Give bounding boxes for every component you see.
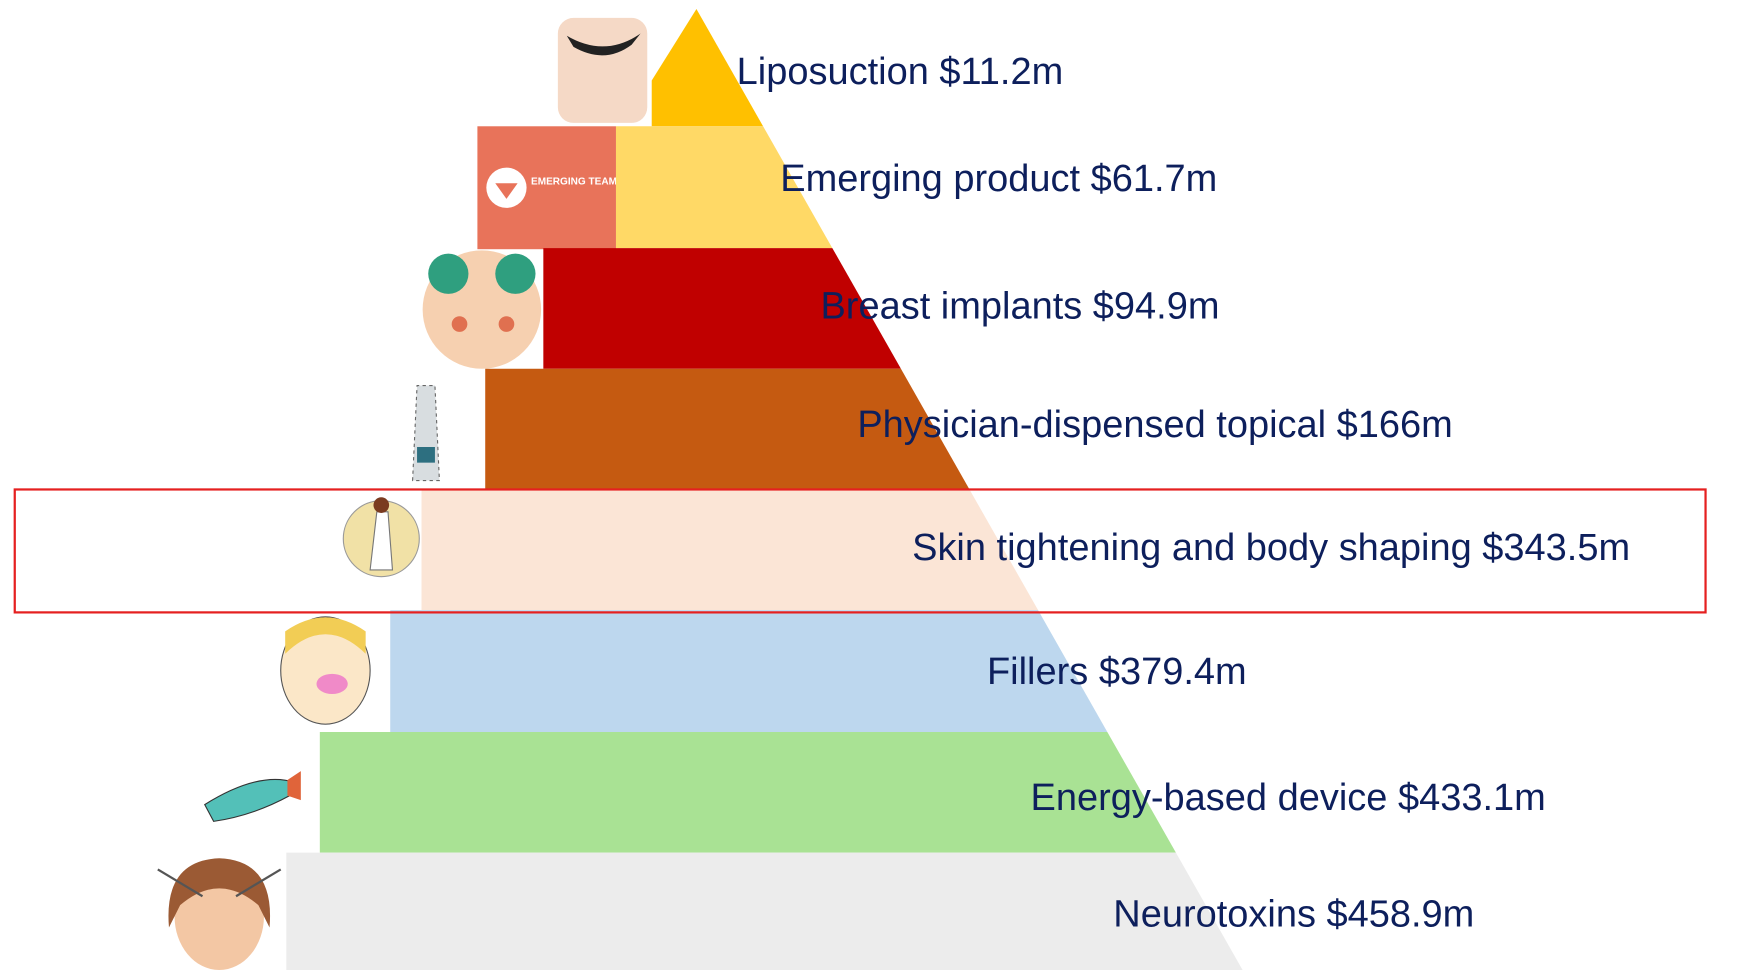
icon — [373, 497, 389, 513]
icon — [287, 771, 300, 800]
layer-label: Breast implants $94.9m — [820, 285, 1219, 327]
layer-label: Energy-based device $433.1m — [1031, 777, 1546, 819]
layer-label: Liposuction $11.2m — [737, 51, 1064, 93]
icon — [452, 316, 468, 332]
icon-text: EMERGING TEAM — [531, 176, 617, 187]
layer-label: Physician-dispensed topical $166m — [857, 404, 1452, 446]
layer — [286, 853, 1245, 970]
pyramid: EMERGING TEAM Liposuction $11.2m Emerging… — [0, 0, 1746, 970]
layer-label: Skin tightening and body shaping $343.5m — [912, 527, 1630, 569]
icon — [417, 447, 435, 463]
icon — [499, 316, 515, 332]
layer-label: Fillers $379.4m — [987, 651, 1247, 693]
icon — [205, 779, 294, 821]
icon — [495, 254, 535, 294]
icon — [413, 386, 440, 481]
icon — [316, 674, 347, 694]
layer-label: Neurotoxins $458.9m — [1113, 893, 1474, 935]
icon — [558, 18, 647, 123]
icon — [428, 254, 468, 294]
layer-label: Emerging product $61.7m — [780, 158, 1217, 200]
